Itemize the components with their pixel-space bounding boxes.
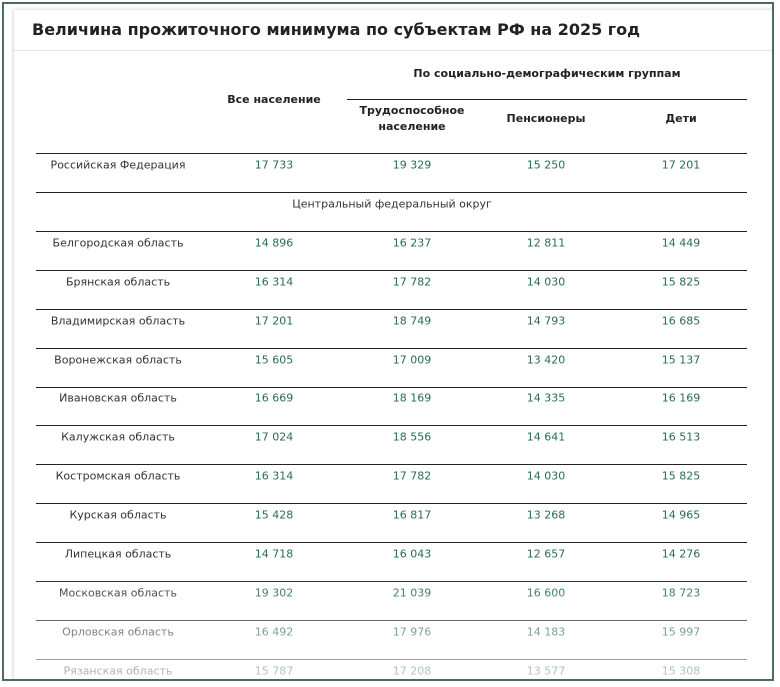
value-cell: 16 513 [661,430,701,444]
value-cell: 15 605 [254,353,294,366]
value-cell: 17 201 [254,314,294,328]
card: Величина прожиточного минимума по субъек… [14,10,772,679]
row-divider [36,503,747,505]
value-cell: 14 335 [526,391,566,405]
value-cell: 15 250 [526,158,566,172]
value-cell: 14 449 [661,236,701,250]
region-name: Костромская область [55,469,181,483]
value-cell: 16 169 [661,391,701,405]
group-header: По социально-демографическим группам [413,67,681,80]
value-cell: 15 428 [254,508,294,522]
value-cell: 12 811 [526,236,566,250]
value-cell: 14 965 [661,508,701,522]
region-name: Курская область [69,508,167,522]
value-cell: 16 817 [392,508,432,522]
region-name: Брянская область [65,275,171,289]
value-cell: 14 276 [661,547,701,561]
row-divider [36,153,747,154]
column-header: Трудоспособное население [359,104,465,133]
value-cell: 13 268 [526,508,566,522]
section-label: Центральный федеральный округ [292,197,492,211]
value-cell: 17 782 [392,469,432,483]
value-cell: 18 749 [392,314,432,328]
region-name: Ивановская область [59,391,177,405]
value-cell: 16 314 [254,469,294,483]
title-divider [14,50,772,51]
row-divider [36,269,747,271]
value-cell: 16 685 [661,314,701,328]
row-divider [36,230,747,232]
value-cell: 18 169 [392,391,432,405]
value-cell: 15 825 [661,469,701,483]
value-cell: 16 314 [254,275,294,289]
value-cell: 14 896 [254,236,294,250]
title: Величина прожиточного минимума по субъек… [32,20,641,39]
value-cell: 14 718 [254,547,294,561]
value-cell: 19 329 [392,158,432,172]
row-divider [36,192,747,193]
row-divider [36,464,747,466]
region-name: Российская Федерация [50,158,186,172]
value-cell: 17 009 [392,353,432,366]
value-cell: 17 024 [254,430,294,444]
value-cell: 16 669 [254,391,294,405]
value-cell: 14 793 [526,314,566,328]
row-divider [36,347,747,349]
region-name: Белгородская область [52,236,184,250]
region-name: Воронежская область [54,353,182,366]
value-cell: 16 043 [392,547,432,561]
value-cell: 18 556 [392,430,432,444]
value-cell: 13 420 [526,353,566,366]
region-name: Липецкая область [64,547,172,561]
column-header: Дети [665,112,697,125]
row-divider [36,542,747,544]
region-name: Калужская область [61,430,175,444]
row-divider [36,308,747,310]
value-cell: 17 733 [254,158,294,172]
row-divider [36,425,747,427]
value-cell: 14 030 [526,469,566,483]
region-name: Владимирская область [50,314,186,328]
value-cell: 16 237 [392,236,432,250]
column-header: Все население [227,93,321,106]
value-cell: 15 825 [661,275,701,289]
fade [14,570,772,679]
value-cell: 17 782 [392,275,432,289]
row-divider [36,386,747,388]
group-divider [347,99,747,100]
value-cell: 14 641 [526,430,566,444]
value-cell: 15 137 [661,353,701,366]
column-header: Пенсионеры [506,112,586,125]
value-cell: 14 030 [526,275,566,289]
value-cell: 12 657 [526,547,566,561]
value-cell: 17 201 [661,158,701,172]
frame: Величина прожиточного минимума по субъек… [2,2,774,681]
